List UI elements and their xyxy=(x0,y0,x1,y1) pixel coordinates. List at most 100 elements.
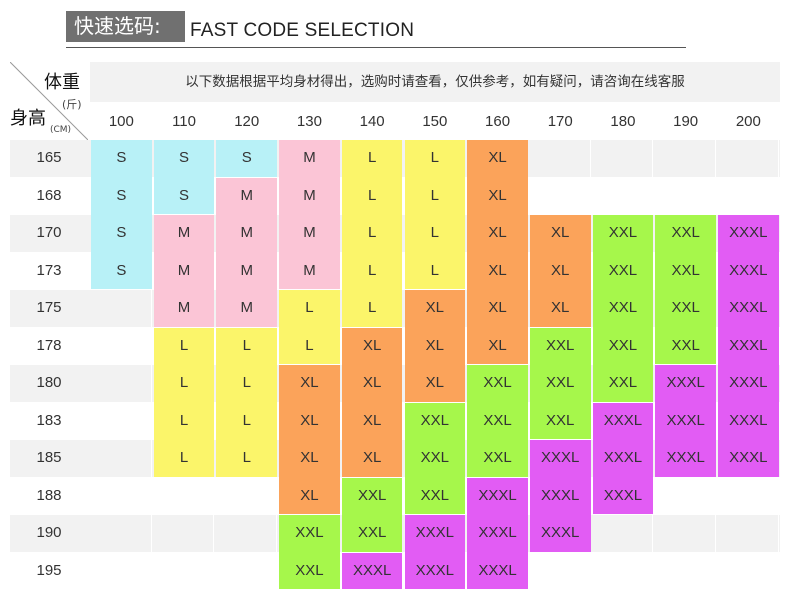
size-label: XL xyxy=(300,411,319,429)
height-label-185: 185 xyxy=(36,449,62,466)
size-label: XL xyxy=(551,261,570,279)
size-label: XXL xyxy=(608,224,638,241)
size-label: S xyxy=(116,186,127,204)
size-label: XXXL xyxy=(541,486,580,504)
size-label: S xyxy=(116,224,127,241)
size-label: XXL xyxy=(608,261,638,279)
size-label: S xyxy=(241,149,252,166)
size-label: S xyxy=(179,186,190,204)
empty-cell xyxy=(216,552,278,589)
weight-header-100: 100 xyxy=(108,113,134,130)
size-label: L xyxy=(305,336,314,354)
weight-axis-label: 体重 xyxy=(44,72,80,93)
size-label: XXXL xyxy=(415,561,455,579)
size-label: XL xyxy=(488,299,507,316)
size-label: XL xyxy=(488,186,507,204)
size-label: XXXL xyxy=(541,524,580,541)
empty-cell xyxy=(593,552,654,589)
weight-header-180: 180 xyxy=(610,113,636,130)
size-label: XXXL xyxy=(352,561,392,579)
size-label: XL xyxy=(551,299,570,316)
size-label: M xyxy=(177,224,191,241)
empty-cell xyxy=(530,552,591,589)
height-label-180: 180 xyxy=(36,374,62,391)
size-label: XXL xyxy=(608,336,638,354)
size-label: S xyxy=(116,149,127,166)
height-axis-label: 身高 xyxy=(10,108,46,129)
size-label: XXXL xyxy=(729,411,768,429)
size-label: M xyxy=(240,186,253,204)
height-label-178: 178 xyxy=(36,336,62,354)
size-label: XXXL xyxy=(541,449,580,466)
size-label: XXL xyxy=(483,449,512,466)
size-block-s xyxy=(91,140,152,289)
size-label: XXL xyxy=(546,374,575,391)
empty-cell xyxy=(91,552,152,589)
size-label: L xyxy=(367,186,377,204)
empty-cell xyxy=(91,327,152,364)
size-label: XL xyxy=(362,411,382,429)
size-label: M xyxy=(303,149,316,166)
disclaimer-note: 以下数据根据平均身材得出，选购时请查看，仅供参考，如有疑问，请咨询在线客服 xyxy=(90,62,780,102)
weight-header-140: 140 xyxy=(359,113,385,130)
size-label: XXXL xyxy=(603,411,643,429)
size-label: M xyxy=(177,261,191,279)
size-label: XXXL xyxy=(603,449,643,466)
size-label: S xyxy=(179,149,190,166)
size-label: M xyxy=(303,186,316,204)
size-label: XL xyxy=(425,336,445,354)
empty-cell xyxy=(593,515,654,552)
size-label: L xyxy=(242,449,251,466)
size-block-xl xyxy=(279,365,340,514)
size-block-xxxl xyxy=(467,477,528,589)
height-unit-label: (CM) xyxy=(50,125,72,135)
height-label-170: 170 xyxy=(36,224,62,241)
title-chinese: 快速选码: xyxy=(66,11,185,42)
weight-header-160: 160 xyxy=(485,113,511,130)
size-block-xxxl xyxy=(529,440,591,552)
empty-cell xyxy=(154,515,215,552)
size-label: S xyxy=(116,261,127,279)
size-label: XXL xyxy=(357,486,387,504)
size-label: XL xyxy=(362,449,382,466)
empty-cell xyxy=(530,177,591,214)
corner-cell xyxy=(10,62,88,140)
empty-cell xyxy=(718,515,779,552)
size-label: L xyxy=(367,299,377,316)
size-label: XXXL xyxy=(478,561,517,579)
empty-cell xyxy=(91,477,152,514)
weight-header-130: 130 xyxy=(296,113,322,130)
size-label: XL xyxy=(425,299,445,316)
size-block-m xyxy=(216,177,278,327)
size-label: XL xyxy=(362,336,382,354)
empty-cell xyxy=(655,140,716,177)
title-underline xyxy=(66,47,686,48)
size-label: L xyxy=(242,411,251,429)
size-label: XL xyxy=(488,149,507,166)
weight-header-170: 170 xyxy=(547,113,573,130)
empty-cell xyxy=(216,477,278,514)
empty-cell xyxy=(154,552,215,589)
size-label: XXL xyxy=(483,411,512,429)
size-block-xl xyxy=(529,215,591,327)
size-label: XL xyxy=(551,224,570,241)
size-block-xxxl xyxy=(341,552,403,589)
size-label: M xyxy=(303,224,316,241)
weight-header-150: 150 xyxy=(422,113,448,130)
size-label: XXL xyxy=(420,486,450,504)
size-block-s xyxy=(153,140,215,214)
size-block-l xyxy=(216,327,278,477)
size-label: L xyxy=(367,149,377,166)
height-label-183: 183 xyxy=(36,411,62,429)
empty-cell xyxy=(530,140,591,177)
size-label: XXL xyxy=(295,561,324,579)
size-block-xxl xyxy=(341,477,403,552)
size-label: XXL xyxy=(671,336,700,354)
size-label: M xyxy=(240,261,253,279)
size-label: XXL xyxy=(671,299,700,316)
size-block-xxl xyxy=(529,327,591,439)
height-label-168: 168 xyxy=(36,186,62,204)
size-label: XL xyxy=(300,374,319,391)
size-block-xxl xyxy=(404,402,466,514)
size-label: L xyxy=(179,449,189,466)
